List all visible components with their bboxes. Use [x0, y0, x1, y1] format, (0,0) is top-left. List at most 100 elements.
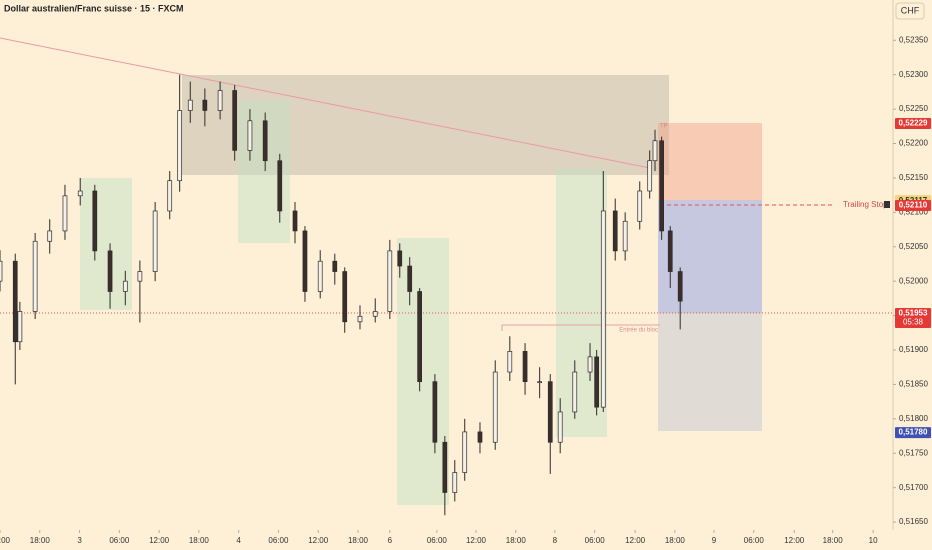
y-tick-label: 0,52000	[899, 276, 928, 285]
risk-zone	[658, 313, 762, 431]
candle-body	[647, 160, 653, 192]
candle-body	[677, 271, 683, 302]
price-tag	[895, 199, 931, 211]
x-tick-label: 18:00	[189, 536, 210, 545]
chart-title: Dollar australien/Franc suisse · 15 · FX…	[4, 3, 184, 13]
candle-body	[667, 230, 673, 272]
y-tick-label: 0,51900	[899, 345, 928, 354]
trend-line	[0, 37, 651, 169]
price-tag-label: 0,51953	[899, 309, 928, 318]
x-tick-label: 12:00	[308, 536, 329, 545]
x-tick-label: 18:00	[506, 536, 527, 545]
candle-body	[92, 190, 98, 252]
candle-body	[357, 315, 363, 323]
x-tick-label: 18:00	[823, 536, 844, 545]
x-tick-label: 12:00	[149, 536, 170, 545]
y-tick-label: 0,52350	[899, 35, 928, 44]
y-tick-label: 0,52300	[899, 70, 928, 79]
tp-label: TP	[660, 124, 668, 130]
lock-icon	[884, 201, 890, 208]
candle-body	[637, 190, 643, 222]
x-tick-label: 18:00	[348, 536, 369, 545]
candle-body	[557, 411, 563, 443]
candle-body	[417, 291, 423, 383]
zone-green	[397, 238, 449, 505]
candle-body	[659, 140, 664, 232]
candle-body	[342, 271, 348, 323]
candle-body	[277, 160, 283, 212]
candle-body	[407, 265, 413, 292]
price-tag-label: 0,52229	[899, 119, 928, 128]
candle-body	[187, 99, 193, 111]
candle-body	[477, 431, 483, 443]
y-tick-label: 0,51800	[899, 414, 928, 423]
candle-body	[0, 260, 3, 282]
target-zone	[658, 123, 762, 200]
candle-body	[302, 230, 308, 292]
y-tick-label: 0,52050	[899, 242, 928, 251]
x-tick-label: 18:00	[665, 536, 686, 545]
candle-body	[177, 110, 183, 182]
candle-body	[217, 90, 223, 111]
price-tag-countdown: 05:38	[903, 318, 924, 327]
candle-body	[547, 381, 553, 443]
candle-body	[122, 280, 128, 292]
price-tag-label: 0,52110	[899, 201, 928, 210]
candle-body	[622, 220, 628, 252]
stop-zone	[658, 200, 762, 313]
y-tick-label: 0,52250	[899, 104, 928, 113]
candle-body	[652, 140, 658, 162]
candle-body	[537, 381, 542, 384]
candle-body	[152, 210, 158, 272]
candle-body	[77, 190, 83, 197]
currency: CHF	[901, 5, 920, 15]
candle-body	[372, 311, 378, 317]
candle-body	[600, 210, 606, 408]
candle-body	[247, 120, 253, 151]
candle-body	[12, 260, 18, 343]
candle-body	[492, 371, 498, 443]
candle-body	[17, 311, 23, 343]
candle-body	[387, 250, 393, 312]
y-tick-label: 0,51700	[899, 483, 928, 492]
x-tick-label: 10	[869, 536, 878, 545]
candles	[0, 74, 683, 516]
candle-body	[167, 180, 173, 212]
y-tick-label: 0,52200	[899, 139, 928, 148]
candle-body	[292, 210, 298, 232]
candle-body	[32, 240, 38, 312]
candle-body	[594, 356, 600, 408]
candle-body	[507, 351, 513, 373]
candle-body	[572, 371, 578, 413]
candle-body	[47, 230, 53, 242]
y-tick-label: 0,51650	[899, 517, 928, 526]
candle-body	[587, 356, 593, 373]
candle-body	[232, 90, 238, 151]
candle-body	[442, 441, 448, 493]
y-tick-label: 0,51850	[899, 380, 928, 389]
currency-box[interactable]	[895, 2, 925, 20]
x-tick-label: 9	[712, 536, 717, 545]
entry-label: Entrée du bloc	[619, 328, 658, 334]
price-tag	[895, 308, 931, 329]
zone-green	[556, 168, 607, 437]
candle-body	[522, 351, 528, 383]
candle-body	[332, 260, 338, 272]
y-tick-label: 0,52150	[899, 173, 928, 182]
price-tag-label: 0,51780	[899, 428, 928, 437]
x-tick-label: 12:00	[466, 536, 487, 545]
price-tag	[895, 118, 931, 130]
candle-body	[137, 271, 143, 282]
x-tick-label: 06:00	[109, 536, 130, 545]
x-tick-label: 18:00	[30, 536, 51, 545]
candle-body	[262, 120, 268, 162]
x-tick-label: 8	[553, 536, 558, 545]
zones	[0, 37, 893, 505]
x-tick-label: 6	[388, 536, 393, 545]
candle-body	[317, 260, 323, 292]
y-tick-label: 0,52100	[899, 207, 928, 216]
candle-body	[202, 99, 208, 111]
x-tick-label: 06:00	[427, 536, 448, 545]
